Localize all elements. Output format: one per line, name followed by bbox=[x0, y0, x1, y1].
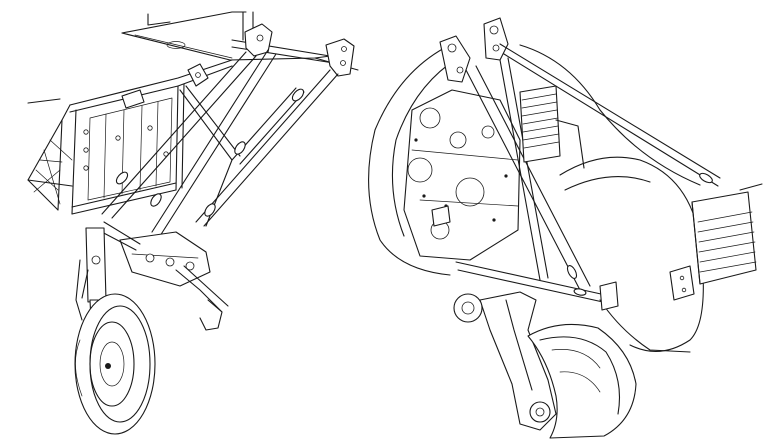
deck-plane bbox=[27, 11, 359, 104]
upper-longeron bbox=[231, 23, 355, 77]
left-wheel bbox=[74, 293, 156, 435]
left-landing-gear-drawing bbox=[27, 11, 359, 435]
bulkhead bbox=[403, 89, 521, 261]
accessory-stack bbox=[519, 85, 585, 169]
top-pivot-fittings bbox=[439, 17, 509, 83]
right-landing-gear-drawing bbox=[368, 17, 763, 439]
lower-hinge-bracket bbox=[97, 221, 229, 331]
main-struts bbox=[101, 49, 339, 237]
fairing-shell bbox=[368, 44, 763, 353]
fuselage-frame bbox=[27, 59, 233, 215]
right-struts bbox=[455, 43, 721, 311]
swing-arm bbox=[453, 291, 557, 431]
right-wheel bbox=[527, 323, 637, 439]
